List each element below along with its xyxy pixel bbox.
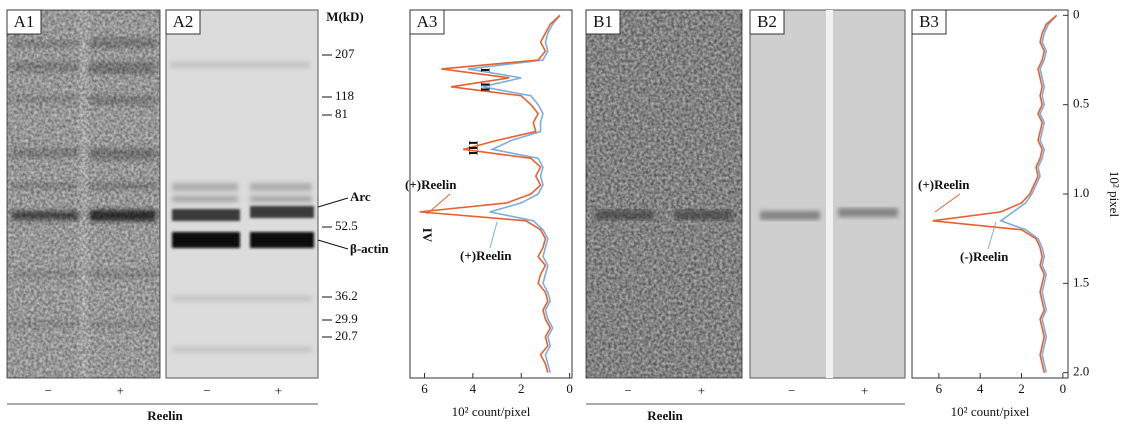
- panel-label: A1: [14, 12, 35, 31]
- panel-label: A2: [173, 12, 194, 31]
- blot-a1: [6, 9, 161, 379]
- profile-line: [467, 14, 561, 373]
- x-tick-label: 0: [1060, 381, 1067, 396]
- marker-label: 207: [335, 46, 355, 61]
- panel-label-box: [585, 9, 621, 35]
- x-tick-label: 2: [518, 381, 525, 396]
- panel-label-box: [6, 9, 42, 35]
- marker-title: M(kD): [326, 9, 364, 24]
- group-label: Reelin: [647, 408, 683, 423]
- x-axis-label: 10² count/pixel: [951, 404, 1030, 419]
- profile-line: [932, 14, 1058, 373]
- x-tick-label: 4: [470, 381, 477, 396]
- marker-label: 81: [335, 106, 348, 121]
- blot-b2: [749, 9, 906, 379]
- panel-label: B3: [919, 12, 939, 31]
- y-axis-label: 10² pixel: [1107, 171, 1122, 218]
- x-tick-label: 6: [936, 381, 943, 396]
- y-tick-label: 0: [1073, 6, 1080, 21]
- x-tick-label: 2: [1018, 381, 1025, 396]
- panel-label: B2: [757, 12, 777, 31]
- panel-label: B1: [593, 12, 613, 31]
- lane-label: −: [203, 383, 210, 398]
- leader-line: [987, 221, 997, 250]
- lane-label: −: [45, 383, 52, 398]
- marker-label: 118: [335, 88, 354, 103]
- panel-label-box: [911, 9, 947, 35]
- leader-line: [934, 193, 961, 213]
- peak-label: I: [478, 67, 493, 72]
- profile-line: [999, 14, 1058, 373]
- panel-label-box: [165, 9, 201, 35]
- x-tick-label: 0: [566, 381, 573, 396]
- panel-label: A3: [417, 12, 438, 31]
- x-axis-label: 10² count/pixel: [452, 404, 531, 419]
- series-label: (+)Reelin: [405, 177, 457, 192]
- lane-label: +: [861, 383, 868, 398]
- leader-line: [426, 193, 451, 215]
- lane-label: −: [788, 383, 795, 398]
- y-tick-label: 0.5: [1073, 96, 1089, 111]
- peak-label: III: [466, 140, 481, 155]
- blot-b1: [585, 9, 743, 379]
- x-tick-label: 6: [421, 381, 428, 396]
- y-tick-label: 2.0: [1073, 364, 1089, 379]
- y-tick-label: 1.0: [1073, 185, 1089, 200]
- series-label: (-)Reelin: [960, 249, 1009, 264]
- lane-label: +: [275, 383, 282, 398]
- panel-label-box: [749, 9, 785, 35]
- leader-line: [489, 221, 498, 249]
- marker-ticks: [317, 54, 349, 338]
- band-label: Arc: [350, 189, 371, 204]
- marker-label: 20.7: [335, 328, 358, 343]
- profile-line: [419, 14, 561, 373]
- x-tick-label: 4: [977, 381, 984, 396]
- lane-label: −: [624, 383, 631, 398]
- marker-label: 52.5: [335, 218, 358, 233]
- lane-label: +: [698, 383, 705, 398]
- blot-a2: [165, 9, 319, 379]
- lane-label: +: [117, 383, 124, 398]
- profile-frame: [911, 9, 1069, 379]
- peak-label: II: [478, 82, 493, 92]
- marker-label: 36.2: [335, 288, 358, 303]
- group-label: Reelin: [147, 408, 183, 423]
- panel-label-box: [409, 9, 445, 35]
- marker-label: 29.9: [335, 311, 358, 326]
- y-tick-label: 1.5: [1073, 274, 1089, 289]
- peak-label: IV: [420, 228, 435, 243]
- series-label: (+)Reelin: [460, 248, 512, 263]
- series-label: (+)Reelin: [918, 177, 970, 192]
- band-label: β-actin: [350, 241, 389, 256]
